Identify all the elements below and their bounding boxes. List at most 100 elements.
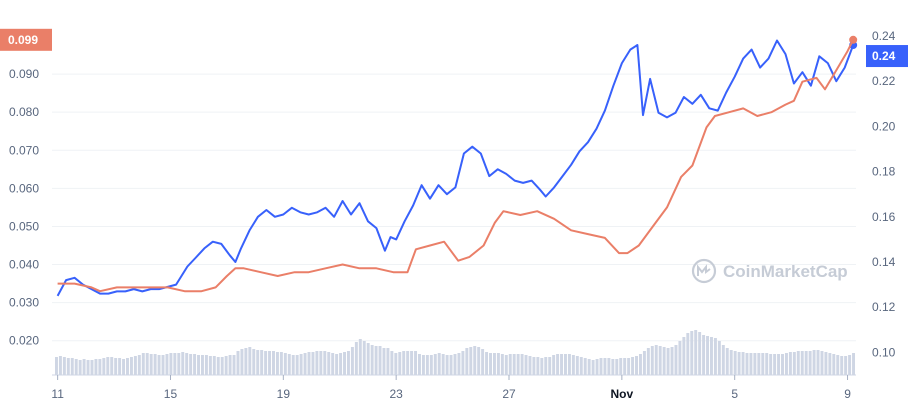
left-axis-series-line <box>57 39 855 293</box>
volume-bar <box>315 351 319 375</box>
volume-bar <box>453 354 457 375</box>
volume-bar <box>781 354 784 375</box>
right-axis: 0.10 0.12 0.14 0.16 0.18 0.20 0.22 0.24 <box>872 29 896 359</box>
volume-bar <box>627 358 631 375</box>
volume-bar <box>749 353 753 375</box>
volume-bar <box>784 353 788 375</box>
volume-bar <box>496 353 500 375</box>
volume-bar <box>398 352 402 375</box>
volume-bar <box>650 346 654 375</box>
volume-bar <box>208 356 212 375</box>
volume-bar <box>275 352 279 375</box>
volume-bar <box>303 353 307 375</box>
volume-bar <box>575 356 579 375</box>
left-series-end-point <box>849 35 858 44</box>
volume-bar <box>631 357 635 375</box>
volume-bar <box>595 359 599 375</box>
volume-bar <box>512 354 516 375</box>
volume-bar <box>686 333 690 375</box>
volume-bar <box>149 354 153 375</box>
volume-bar <box>504 355 508 375</box>
volume-bar <box>343 352 346 375</box>
volume-bar <box>153 354 157 375</box>
volume-bar <box>666 348 670 375</box>
volume-bar <box>698 332 702 375</box>
x-axis-tick-label: Nov <box>611 387 634 401</box>
watermark-text: CoinMarketCap <box>723 262 848 281</box>
volume-bar <box>181 352 185 375</box>
volume-bar <box>670 347 674 375</box>
volume-bar <box>291 355 295 375</box>
volume-bar <box>623 358 627 375</box>
volume-bar <box>473 346 477 375</box>
volume-bar <box>773 354 777 375</box>
volume-bar <box>808 351 812 375</box>
volume-bar <box>615 359 619 375</box>
volume-bar <box>777 354 781 375</box>
volume-bar <box>788 352 792 375</box>
volume-bar <box>646 348 650 375</box>
right-axis-tick-label: 0.12 <box>872 300 896 314</box>
volume-bar <box>465 348 469 375</box>
current-value-badges: 0.099 0.24 <box>0 28 908 68</box>
volume-bar <box>437 353 441 375</box>
volume-bar <box>717 341 721 375</box>
volume-bar <box>173 353 177 375</box>
volume-bar <box>812 350 816 375</box>
x-axis-tick-label: 5 <box>731 387 738 401</box>
volume-bar <box>461 351 465 375</box>
volume-bar <box>662 347 666 375</box>
volume-bar <box>721 345 725 375</box>
volume-bar <box>532 357 536 375</box>
x-axis-tick-label: 19 <box>277 387 291 401</box>
volume-bar <box>378 346 382 375</box>
volume-bar <box>299 354 303 375</box>
volume-bar <box>220 357 224 375</box>
volume-bar <box>844 356 848 375</box>
volume-bar <box>354 342 358 375</box>
volume-bar <box>362 341 366 375</box>
volume-bar <box>133 356 137 375</box>
volume-bar <box>579 357 583 375</box>
volume-bar <box>224 356 228 375</box>
x-axis-tick-label: 27 <box>502 387 516 401</box>
right-axis-tick-label: 0.10 <box>872 345 896 359</box>
volume-bar <box>410 351 414 375</box>
volume-bar <box>745 353 749 375</box>
volume-bar <box>611 359 615 375</box>
volume-bar <box>319 351 323 375</box>
volume-bar <box>492 353 496 375</box>
volume-bar <box>536 357 540 375</box>
x-axis-tick-label: 9 <box>844 387 851 401</box>
volume-bar <box>256 350 260 375</box>
volume-bar <box>713 338 717 375</box>
volume-bar <box>370 345 374 375</box>
volume-bar <box>216 357 220 375</box>
volume-bar <box>481 349 485 375</box>
left-axis-tick-label: 0.030 <box>9 296 39 310</box>
x-axis: 11 15 19 23 27 Nov 5 9 <box>51 374 856 401</box>
volume-bar <box>792 352 796 375</box>
gridlines <box>52 73 856 342</box>
volume-bar <box>642 351 646 375</box>
volume-bar <box>386 348 390 375</box>
volume-bar <box>824 352 828 375</box>
volume-bar <box>599 358 603 375</box>
right-axis-tick-label: 0.20 <box>872 119 896 133</box>
volume-bar <box>106 357 110 375</box>
volume-bar <box>678 341 682 375</box>
volume-bar <box>236 351 240 375</box>
volume-bar <box>201 355 204 375</box>
volume-bar <box>761 353 765 375</box>
volume-bar <box>358 339 362 375</box>
volume-bar <box>331 353 335 375</box>
volume-bar <box>796 351 800 375</box>
volume-bar <box>769 354 773 375</box>
volume-bar <box>485 352 489 375</box>
left-axis: 0.020 0.030 0.040 0.050 0.060 0.070 0.080 0.090 <box>9 67 39 348</box>
volume-bar <box>528 356 532 375</box>
volume-bar <box>725 348 729 375</box>
volume-bar <box>603 358 607 375</box>
volume-bar <box>78 360 82 375</box>
